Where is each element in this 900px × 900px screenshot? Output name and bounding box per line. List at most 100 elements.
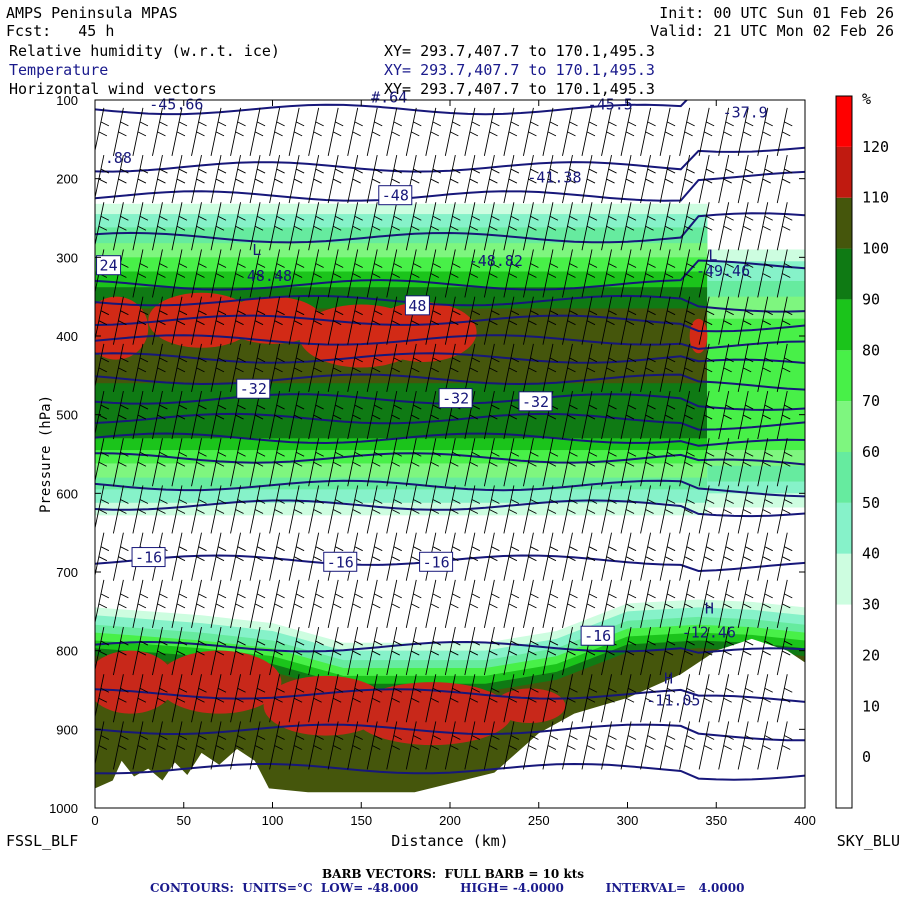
wind-barb xyxy=(327,249,344,298)
fcst-label: Fcst: xyxy=(6,22,52,40)
wind-barb xyxy=(659,721,676,770)
wind-barb xyxy=(679,626,695,676)
wind-barb xyxy=(152,626,168,676)
wind-barb xyxy=(230,107,246,156)
contour-label: -12.46 xyxy=(682,623,736,641)
wind-barb xyxy=(308,296,324,345)
contour-label: -48 xyxy=(382,187,409,205)
wind-barb xyxy=(757,390,773,440)
wind-barb xyxy=(698,107,715,156)
wind-barb xyxy=(581,390,598,440)
wind-barb xyxy=(620,626,637,676)
wind-barb xyxy=(718,296,734,345)
wind-barb xyxy=(288,438,305,487)
contour-label-box xyxy=(438,388,473,409)
wind-barb xyxy=(152,390,168,440)
y-tick-label: 600 xyxy=(56,486,78,501)
wind-barb xyxy=(776,202,793,251)
wind-barb xyxy=(659,626,676,676)
wind-barb xyxy=(562,485,578,534)
wind-barb xyxy=(249,532,266,581)
wind-barb xyxy=(347,721,363,770)
wind-barb xyxy=(776,579,793,628)
colorbar-unit: % xyxy=(862,90,871,108)
wind-barb xyxy=(737,626,754,676)
wind-barb xyxy=(737,674,754,723)
colorbar-label: 100 xyxy=(862,240,889,258)
wind-barb xyxy=(503,202,520,251)
wind-barb xyxy=(191,296,207,345)
wind-barb xyxy=(269,154,285,204)
wind-barb xyxy=(776,343,793,392)
wind-barb xyxy=(405,579,422,628)
wind-barb xyxy=(620,532,637,581)
wind-barb xyxy=(542,674,559,723)
wind-barb xyxy=(737,485,754,534)
wind-barb xyxy=(698,532,715,581)
wind-barb xyxy=(132,390,149,440)
wind-barb xyxy=(562,532,578,581)
wind-barb xyxy=(581,296,598,345)
wind-barb xyxy=(737,202,754,251)
wind-barb xyxy=(327,579,344,628)
wind-barb xyxy=(230,249,246,298)
wind-barb xyxy=(640,296,656,345)
wind-barb xyxy=(269,107,285,156)
wind-barb xyxy=(171,532,188,581)
wind-barb xyxy=(191,154,207,204)
wind-barb xyxy=(425,343,442,392)
wind-barb xyxy=(327,626,344,676)
wind-barb xyxy=(366,674,383,723)
wind-barb xyxy=(640,249,656,298)
model-title: AMPS Peninsula MPAS xyxy=(6,4,178,22)
init-time: Init: 00 UTC Sun 01 Feb 26 xyxy=(659,4,894,22)
wind-barb xyxy=(776,107,793,156)
wind-barb xyxy=(210,249,227,298)
wind-barb xyxy=(698,202,715,251)
y-tick-label: 300 xyxy=(56,250,78,265)
wind-barb xyxy=(425,674,442,723)
contour-label: 48 xyxy=(408,297,426,315)
contour-label-box xyxy=(236,378,271,399)
wind-barb xyxy=(152,579,168,628)
wind-barb xyxy=(405,343,422,392)
wind-barb xyxy=(288,721,305,770)
colorbar-segment xyxy=(836,706,852,758)
wind-barb xyxy=(522,107,539,156)
wind-barb xyxy=(249,202,266,251)
contour-label: -32 xyxy=(240,380,267,398)
wind-barb xyxy=(327,438,344,487)
wind-barb xyxy=(757,154,773,204)
wind-barb xyxy=(210,202,227,251)
wind-barb xyxy=(522,438,539,487)
wind-barb xyxy=(132,107,149,156)
wind-barb xyxy=(347,626,363,676)
wind-barb xyxy=(444,343,461,392)
wind-barb xyxy=(503,438,520,487)
wind-barb xyxy=(288,249,305,298)
wind-barb xyxy=(191,626,207,676)
wind-barb xyxy=(620,485,637,534)
wind-barb xyxy=(386,485,402,534)
wind-barb xyxy=(718,721,734,770)
wind-barb xyxy=(308,154,324,204)
wind-barb xyxy=(327,296,344,345)
wind-barb xyxy=(425,721,442,770)
y-tick-label: 100 xyxy=(56,93,78,108)
wind-barb xyxy=(542,532,559,581)
contour-label: -37.9 xyxy=(723,103,768,121)
wind-barb xyxy=(152,249,168,298)
wind-barb xyxy=(444,249,461,298)
wind-barb xyxy=(249,107,266,156)
contour-label: -11.05 xyxy=(646,692,700,710)
wind-barb xyxy=(464,202,481,251)
temperature-contour xyxy=(95,640,805,654)
wind-barb xyxy=(698,674,715,723)
wind-barb xyxy=(95,343,110,389)
wind-barb xyxy=(347,296,363,345)
wind-barb xyxy=(718,249,734,298)
wind-barb xyxy=(620,674,637,723)
wind-barb xyxy=(444,154,461,204)
wind-barb xyxy=(679,721,695,770)
wind-barb xyxy=(425,249,442,298)
